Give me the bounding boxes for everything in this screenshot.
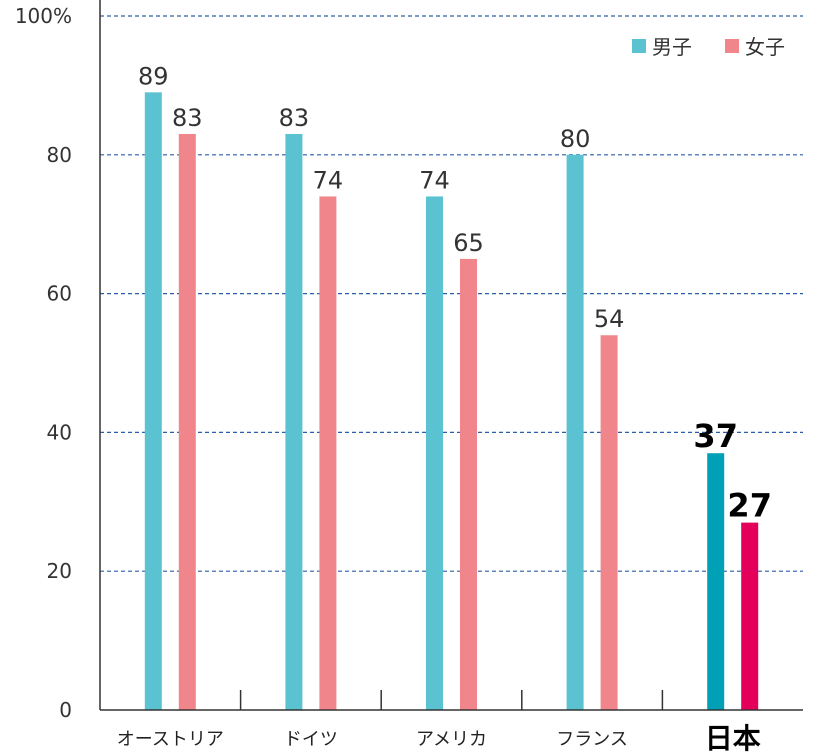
value-label-male-0: 89	[138, 62, 169, 90]
value-label-female-4: 27	[727, 487, 772, 525]
y-tick-label-100: 100%	[15, 4, 72, 28]
bar-female-0	[178, 133, 196, 711]
y-tick-label-40: 40	[47, 420, 72, 444]
y-tick-label-20: 20	[47, 559, 72, 583]
x-axis-category-labels: オーストリア ドイツ アメリカ フランス 日本	[117, 722, 761, 755]
bar-female-2	[460, 258, 477, 710]
bar-male-1	[285, 133, 303, 711]
value-label-female-3: 54	[594, 305, 625, 333]
y-axis-tick-labels: 0 20 40 60 80 100%	[15, 4, 72, 722]
value-label-male-3: 80	[560, 125, 591, 153]
bar-male-0	[144, 92, 162, 711]
value-label-male-2: 74	[419, 166, 450, 194]
y-tick-label-60: 60	[47, 282, 72, 306]
x-category-label-2: アメリカ	[416, 729, 487, 750]
bar-male-2	[426, 196, 443, 710]
y-tick-label-80: 80	[47, 143, 72, 167]
legend-swatch-male	[632, 39, 646, 53]
x-category-label-1: ドイツ	[284, 729, 338, 750]
bars	[144, 92, 759, 711]
x-category-label-0: オーストリア	[117, 729, 224, 750]
bar-male-4	[707, 453, 725, 710]
bar-female-3	[600, 335, 618, 710]
legend: 男子 女子	[632, 35, 785, 59]
value-label-female-0: 83	[172, 104, 203, 132]
x-category-label-3: フランス	[556, 729, 628, 750]
legend-label-female: 女子	[745, 35, 785, 59]
bar-female-1	[319, 196, 337, 710]
legend-label-male: 男子	[652, 35, 692, 59]
value-label-female-1: 74	[313, 166, 344, 194]
value-label-male-4: 37	[693, 417, 738, 455]
value-label-female-2: 65	[453, 229, 484, 257]
bar-male-3	[566, 154, 584, 711]
bar-female-4	[741, 522, 759, 710]
y-tick-label-0: 0	[59, 698, 72, 722]
x-category-label-4: 日本	[705, 722, 761, 755]
value-label-male-1: 83	[279, 104, 310, 132]
legend-swatch-female	[725, 39, 739, 53]
grid-lines	[100, 15, 803, 572]
axes	[99, 0, 803, 711]
